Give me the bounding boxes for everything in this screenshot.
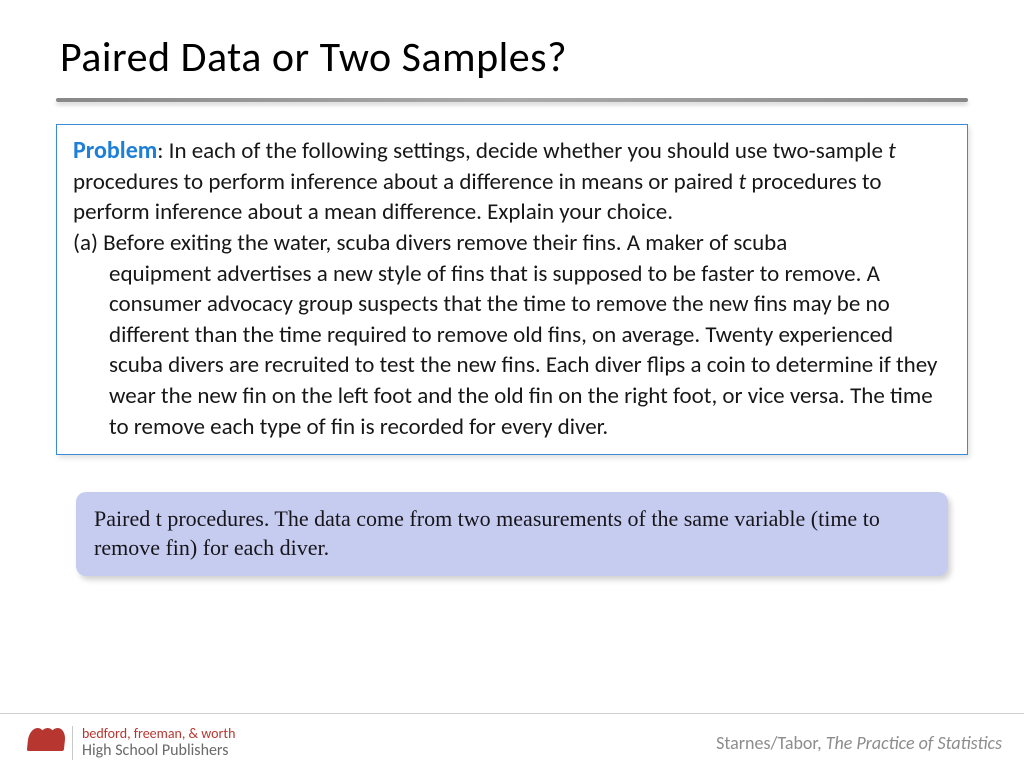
part-a: (a) Before exiting the water, scuba dive…: [73, 228, 951, 442]
footer-right: Starnes/Tabor, The Practice of Statistic…: [716, 732, 1002, 754]
problem-content: Problem: In each of the following settin…: [73, 137, 896, 226]
part-a-body: equipment advertises a new style of fins…: [73, 259, 951, 442]
logo-shape-3: [47, 728, 66, 751]
problem-label: Problem: [73, 136, 157, 165]
t-symbol-2: t: [738, 168, 746, 196]
footer-authors: Starnes/Tabor,: [716, 732, 826, 754]
publisher-line1: bedford, freeman, & worth: [82, 726, 235, 742]
footer-book-title: The Practice of Statistics: [826, 732, 1002, 754]
publisher-logo: [28, 728, 64, 758]
part-a-lead: (a) Before exiting the water, scuba dive…: [73, 228, 951, 259]
slide: Paired Data or Two Samples? Problem: In …: [0, 0, 1024, 768]
publisher-text: bedford, freeman, & worth High School Pu…: [82, 726, 235, 760]
slide-title: Paired Data or Two Samples?: [60, 32, 567, 83]
logo-divider: [72, 726, 73, 760]
title-divider: [56, 98, 968, 102]
publisher-line2: High School Publishers: [82, 742, 235, 760]
problem-box: Problem: In each of the following settin…: [56, 124, 968, 455]
problem-intro-1: : In each of the following settings, dec…: [157, 137, 888, 165]
problem-intro-2: procedures to perform inference about a …: [73, 168, 738, 196]
footer: bedford, freeman, & worth High School Pu…: [0, 714, 1024, 768]
answer-box: Paired t procedures. The data come from …: [76, 492, 948, 576]
t-symbol-1: t: [888, 137, 896, 165]
